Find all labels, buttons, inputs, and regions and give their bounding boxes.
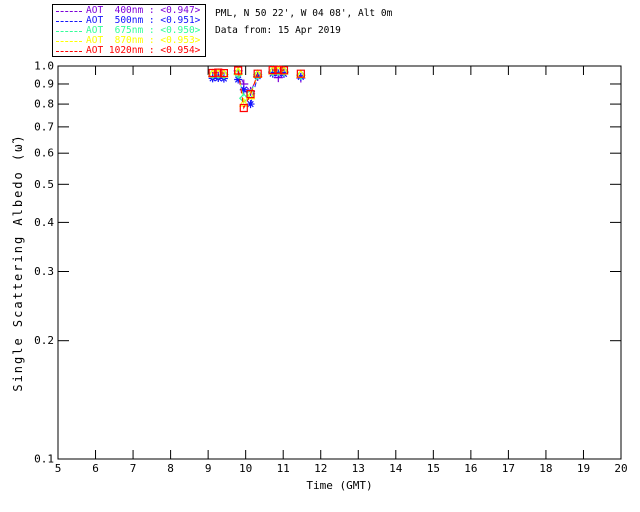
y-tick-label: 0.1 xyxy=(34,453,54,466)
x-axis-label: Time (GMT) xyxy=(306,479,372,492)
site-location-title: PML, N 50 22', W 04 08', Alt 0m xyxy=(215,8,393,19)
x-tick-label: 11 xyxy=(277,462,290,475)
data-point-aot-1020nm xyxy=(219,69,228,78)
x-tick-label: 9 xyxy=(205,462,212,475)
data-series-aot-1020nm xyxy=(208,65,305,113)
y-tick-label: 0.8 xyxy=(34,98,54,111)
x-tick-label: 10 xyxy=(239,462,252,475)
x-tick-label: 15 xyxy=(427,462,440,475)
data-point-aot-1020nm xyxy=(246,90,255,99)
y-tick-label: 1.0 xyxy=(34,60,54,73)
y-tick-label: 0.6 xyxy=(34,147,54,160)
legend-item-aot-500nm: AOT 500nm : <0.951> xyxy=(53,16,205,26)
legend-label-1020nm: AOT 1020nm : <0.954> xyxy=(86,45,201,56)
data-point-aot-675nm xyxy=(252,69,263,80)
data-point-aot-1020nm xyxy=(279,66,289,75)
y-tick-label: 0.3 xyxy=(34,265,54,278)
data-point-aot-1020nm xyxy=(234,66,243,75)
y-axis: 1.0 0.9 0.8 0.7 0.6 0.5 0.4 0.3 0.2 0.1 Single Sca… xyxy=(11,60,621,466)
data-point-aot-870nm xyxy=(238,97,249,107)
data-point-aot-870nm xyxy=(245,90,256,100)
data-point-aot-1020nm xyxy=(296,69,305,78)
plot-frame xyxy=(57,65,622,460)
legend-dash-870nm xyxy=(56,40,82,42)
data-point-aot-1020nm xyxy=(239,103,248,113)
legend-item-aot-675nm: AOT 675nm : <0.950> xyxy=(53,26,205,36)
data-point-aot-500nm xyxy=(253,72,262,81)
data-series-aot-870nm xyxy=(207,65,306,107)
legend-dash-500nm xyxy=(56,20,82,22)
y-tick-label: 0.4 xyxy=(34,216,54,229)
legend-label-675nm: AOT 675nm : <0.950> xyxy=(86,25,201,36)
legend-label-500nm: AOT 500nm : <0.951> xyxy=(86,15,201,26)
x-tick-label: 12 xyxy=(314,462,327,475)
legend-item-aot-870nm: AOT 870nm : <0.953> xyxy=(53,36,205,46)
x-tick-label: 20 xyxy=(614,462,627,475)
x-tick-label: 6 xyxy=(92,462,99,475)
legend-label-870nm: AOT 870nm : <0.953> xyxy=(86,35,201,46)
y-axis-label: Single Scattering Albedo (ω̃) xyxy=(11,133,25,391)
legend-item-aot-1020nm: AOT 1020nm : <0.954> xyxy=(53,46,205,56)
legend-label-400nm: AOT 400nm : <0.947> xyxy=(86,5,201,16)
data-point-aot-500nm xyxy=(234,75,243,84)
data-point-aot-675nm xyxy=(295,70,306,80)
x-tick-label: 17 xyxy=(502,462,515,475)
legend-dash-675nm xyxy=(56,30,82,32)
x-tick-label: 16 xyxy=(464,462,477,475)
y-tick-label: 0.7 xyxy=(34,120,54,133)
legend-item-aot-400nm: AOT 400nm : <0.947> xyxy=(53,6,205,16)
x-axis: 5 6 7 8 9 10 11 12 13 14 15 16 17 18 19 20 Time (GMT) xyxy=(55,66,628,492)
y-tick-label: 0.9 xyxy=(34,77,54,90)
data-point-aot-500nm xyxy=(239,85,248,94)
x-tick-label: 13 xyxy=(352,462,365,475)
x-tick-label: 19 xyxy=(577,462,590,475)
data-point-aot-500nm xyxy=(246,100,255,109)
legend: AOT 400nm : <0.947> AOT 500nm : <0.951> … xyxy=(52,4,206,57)
x-tick-label: 5 xyxy=(55,462,62,475)
data-date-subtitle: Data from: 15 Apr 2019 xyxy=(215,25,341,36)
y-tick-label: 0.2 xyxy=(34,334,54,347)
legend-dash-400nm xyxy=(56,10,82,12)
x-tick-label: 14 xyxy=(389,462,403,475)
x-tick-label: 7 xyxy=(130,462,137,475)
x-tick-label: 18 xyxy=(539,462,552,475)
x-tick-label: 8 xyxy=(167,462,174,475)
data-point-aot-1020nm xyxy=(253,69,262,78)
legend-dash-1020nm xyxy=(56,50,82,52)
y-tick-label: 0.5 xyxy=(34,178,54,191)
